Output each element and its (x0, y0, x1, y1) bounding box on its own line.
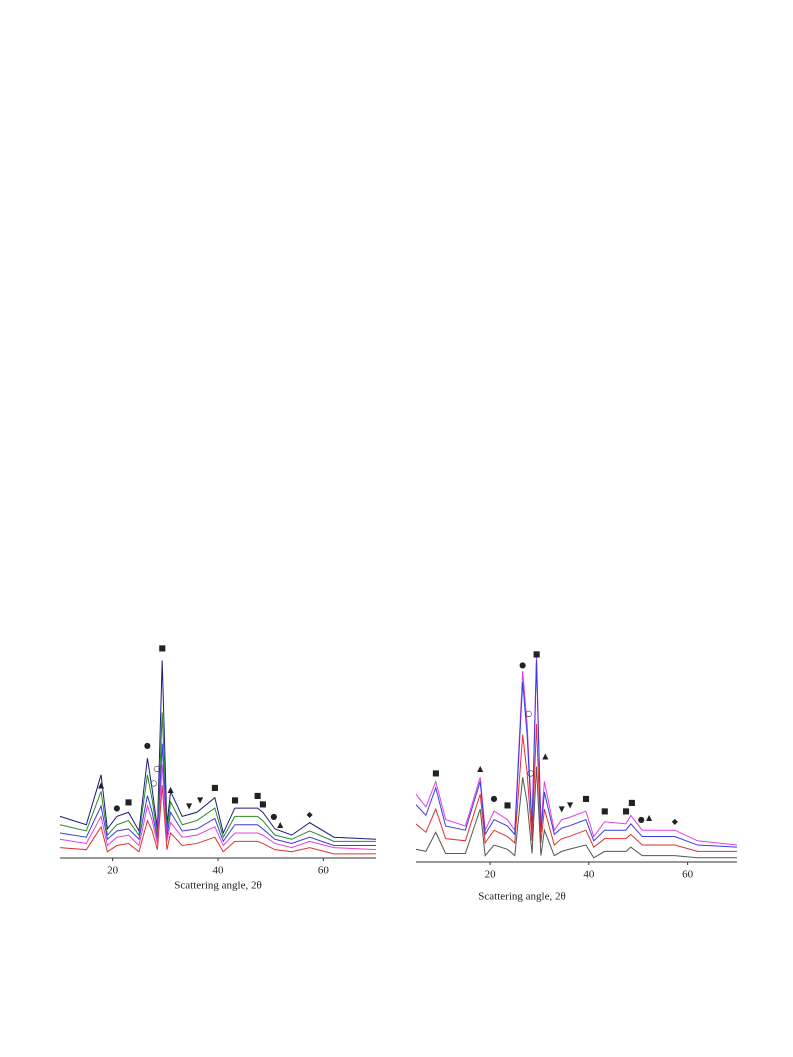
peak-marker: ■ (533, 650, 541, 659)
peak-marker: ◆ (307, 810, 314, 819)
peak-marker: ▼ (186, 802, 193, 811)
xrd-pattern (415, 724, 737, 852)
peak-marker: ● (113, 804, 120, 813)
peak-marker: ○ (153, 764, 160, 773)
xrd-pattern (415, 654, 738, 846)
xrd-pattern (59, 712, 376, 842)
peak-marker: ○ (525, 709, 532, 718)
xrd-pattern (59, 764, 377, 851)
peak-marker: ▲ (542, 752, 549, 761)
peak-marker: ● (638, 815, 645, 824)
peak-marker: ▼ (559, 805, 566, 814)
x-tick-label: 20 (485, 869, 497, 881)
peak-marker: ■ (259, 799, 267, 808)
peak-marker: ■ (628, 798, 636, 807)
xrd-pattern (415, 660, 738, 848)
xrd-pattern (59, 785, 376, 855)
peak-marker: ■ (601, 807, 609, 816)
peak-marker: ■ (582, 794, 590, 803)
x-tick-label: 40 (583, 869, 595, 881)
peak-marker: ▲ (98, 781, 105, 790)
peak-marker: ■ (254, 791, 262, 800)
peak-marker: ○ (527, 768, 534, 777)
peak-marker: ■ (432, 768, 440, 777)
peak-marker: ○ (150, 779, 157, 788)
peak-marker: ▲ (646, 813, 653, 822)
xrd-pattern (415, 766, 737, 859)
peak-marker: ■ (231, 795, 239, 804)
x-tick-label: 40 (213, 865, 225, 877)
peak-marker: ▼ (567, 800, 574, 809)
peak-marker: ■ (158, 643, 166, 652)
peak-marker: ● (519, 660, 526, 669)
peak-marker: ● (270, 812, 277, 821)
x-tick-label: 60 (318, 865, 330, 877)
x-tick-label: 60 (682, 869, 694, 881)
peak-marker: ▲ (277, 820, 284, 829)
xrd-pattern (59, 660, 377, 840)
xrd-pattern (59, 743, 376, 847)
peak-marker: ● (491, 794, 498, 803)
peak-marker: ■ (622, 807, 630, 816)
peak-marker: ■ (504, 800, 512, 809)
x-axis-label: Scattering angle, 2θ (174, 880, 261, 892)
x-tick-label: 20 (107, 865, 119, 877)
peak-marker: ◆ (672, 817, 679, 826)
peak-marker: ▲ (168, 785, 175, 794)
x-axis-label: Scattering angle, 2θ (478, 891, 565, 903)
peak-marker: ■ (211, 783, 219, 792)
peak-marker: ▼ (197, 795, 204, 804)
peak-marker: ■ (125, 797, 133, 806)
peak-marker: ▲ (477, 764, 484, 773)
peak-marker: ● (144, 741, 151, 750)
